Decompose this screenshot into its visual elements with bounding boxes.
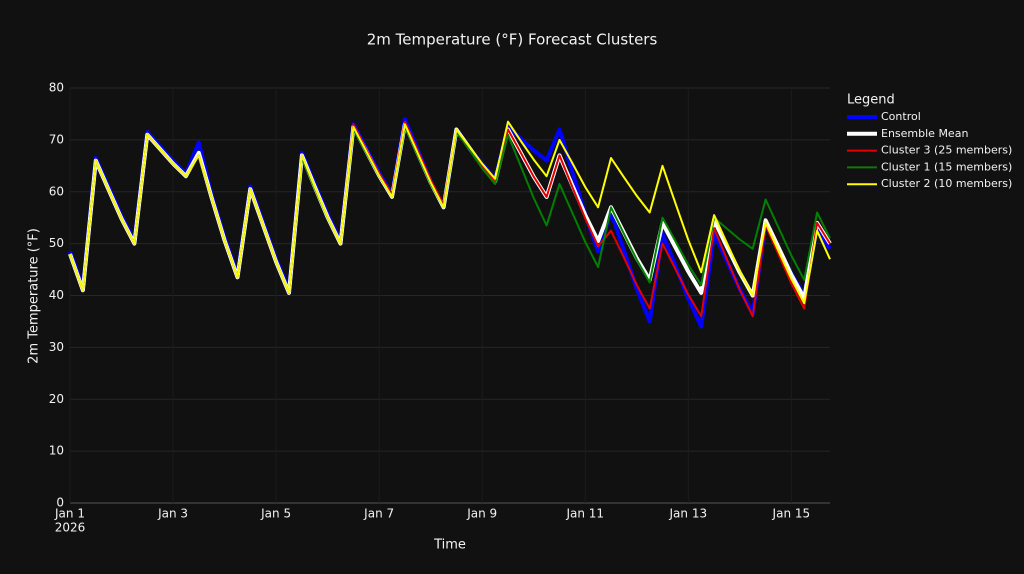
legend-title: Legend: [847, 93, 895, 108]
y-tick-label: 80: [49, 81, 64, 95]
x-tick-label: Jan 7: [363, 507, 394, 521]
x-tick-label: Jan 11: [565, 507, 604, 521]
y-tick-label: 60: [49, 184, 64, 198]
chart-title: 2m Temperature (°F) Forecast Clusters: [367, 31, 658, 49]
x-tick-label: Jan 9: [466, 507, 497, 521]
legend-label[interactable]: Control: [881, 110, 921, 123]
y-tick-label: 50: [49, 236, 64, 250]
y-tick-label: 40: [49, 288, 64, 302]
legend-label[interactable]: Ensemble Mean: [881, 127, 968, 140]
y-axis-title: 2m Temperature (°F): [27, 228, 42, 364]
y-tick-label: 30: [49, 340, 64, 354]
y-tick-label: 0: [56, 496, 64, 510]
x-tick-label: Jan 1: [54, 507, 85, 521]
x-year-label: 2026: [55, 521, 86, 535]
series-line: [69, 120, 831, 305]
y-tick-label: 10: [49, 444, 64, 458]
x-tick-label: Jan 15: [772, 507, 811, 521]
x-tick-label: Jan 13: [669, 507, 708, 521]
x-tick-label: Jan 3: [157, 507, 188, 521]
y-tick-label: 70: [49, 132, 64, 146]
legend-label[interactable]: Cluster 2 (10 members): [881, 177, 1012, 190]
legend-label[interactable]: Cluster 3 (25 members): [881, 144, 1012, 157]
x-axis-title: Time: [433, 538, 466, 553]
y-tick-label: 20: [49, 392, 64, 406]
legend-label[interactable]: Cluster 1 (15 members): [881, 160, 1012, 173]
x-tick-label: Jan 5: [260, 507, 291, 521]
